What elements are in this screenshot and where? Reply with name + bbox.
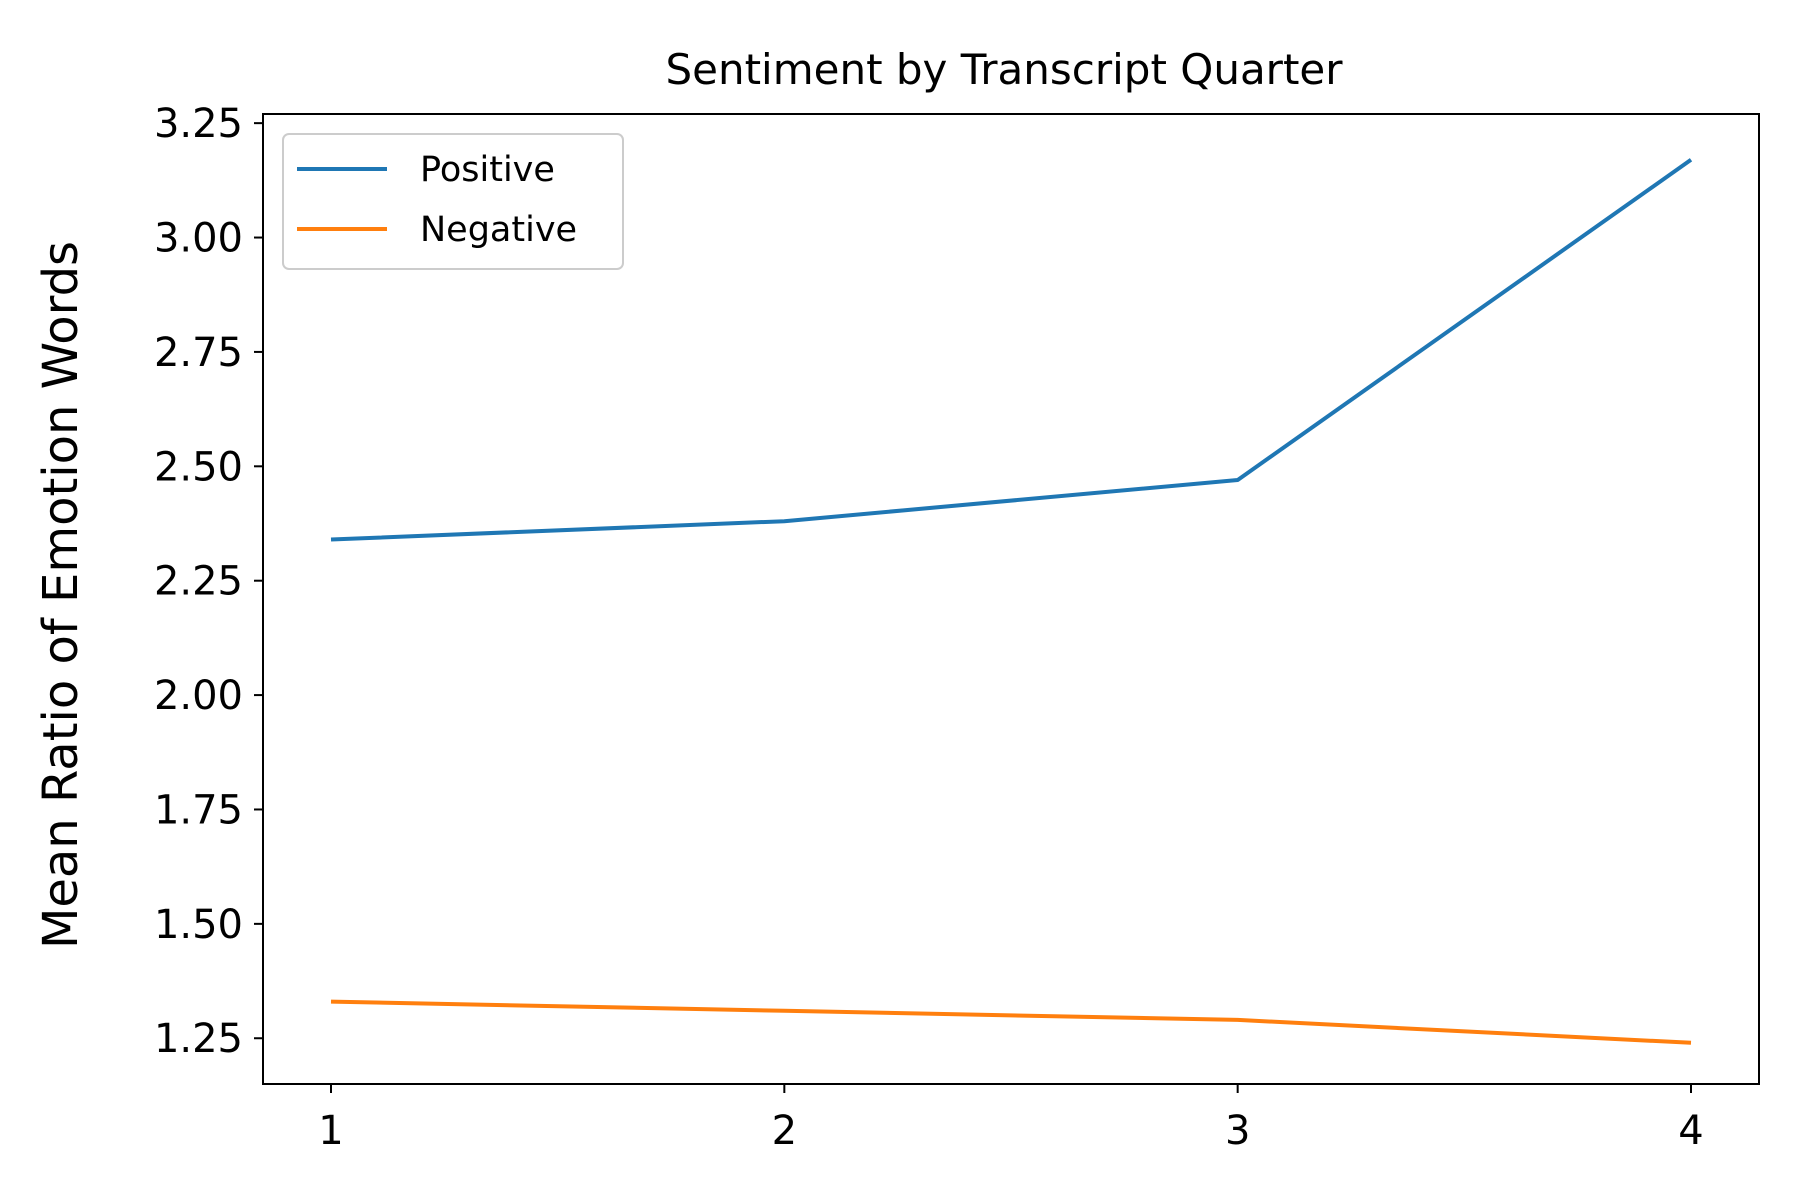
x-tick-label: 4 <box>1678 1108 1703 1154</box>
legend-label-positive: Positive <box>420 150 555 190</box>
y-tick-label: 1.50 <box>154 902 243 948</box>
y-tick-label: 2.50 <box>154 444 243 490</box>
chart-title: Sentiment by Transcript Quarter <box>665 45 1343 94</box>
x-tick-label: 3 <box>1225 1108 1250 1154</box>
x-tick-label: 1 <box>318 1108 343 1154</box>
y-tick-label: 1.25 <box>154 1016 243 1062</box>
y-axis-label: Mean Ratio of Emotion Words <box>33 241 89 949</box>
y-tick-label: 2.25 <box>154 559 243 605</box>
legend-label-negative: Negative <box>420 210 577 250</box>
y-tick-label: 2.00 <box>154 673 243 719</box>
legend: Positive Negative <box>283 134 623 269</box>
y-tick-label: 2.75 <box>154 330 243 376</box>
y-tick-label: 3.00 <box>154 216 243 262</box>
y-tick-label: 1.75 <box>154 787 243 833</box>
y-tick-label: 3.25 <box>154 101 243 147</box>
x-tick-label: 2 <box>772 1108 797 1154</box>
